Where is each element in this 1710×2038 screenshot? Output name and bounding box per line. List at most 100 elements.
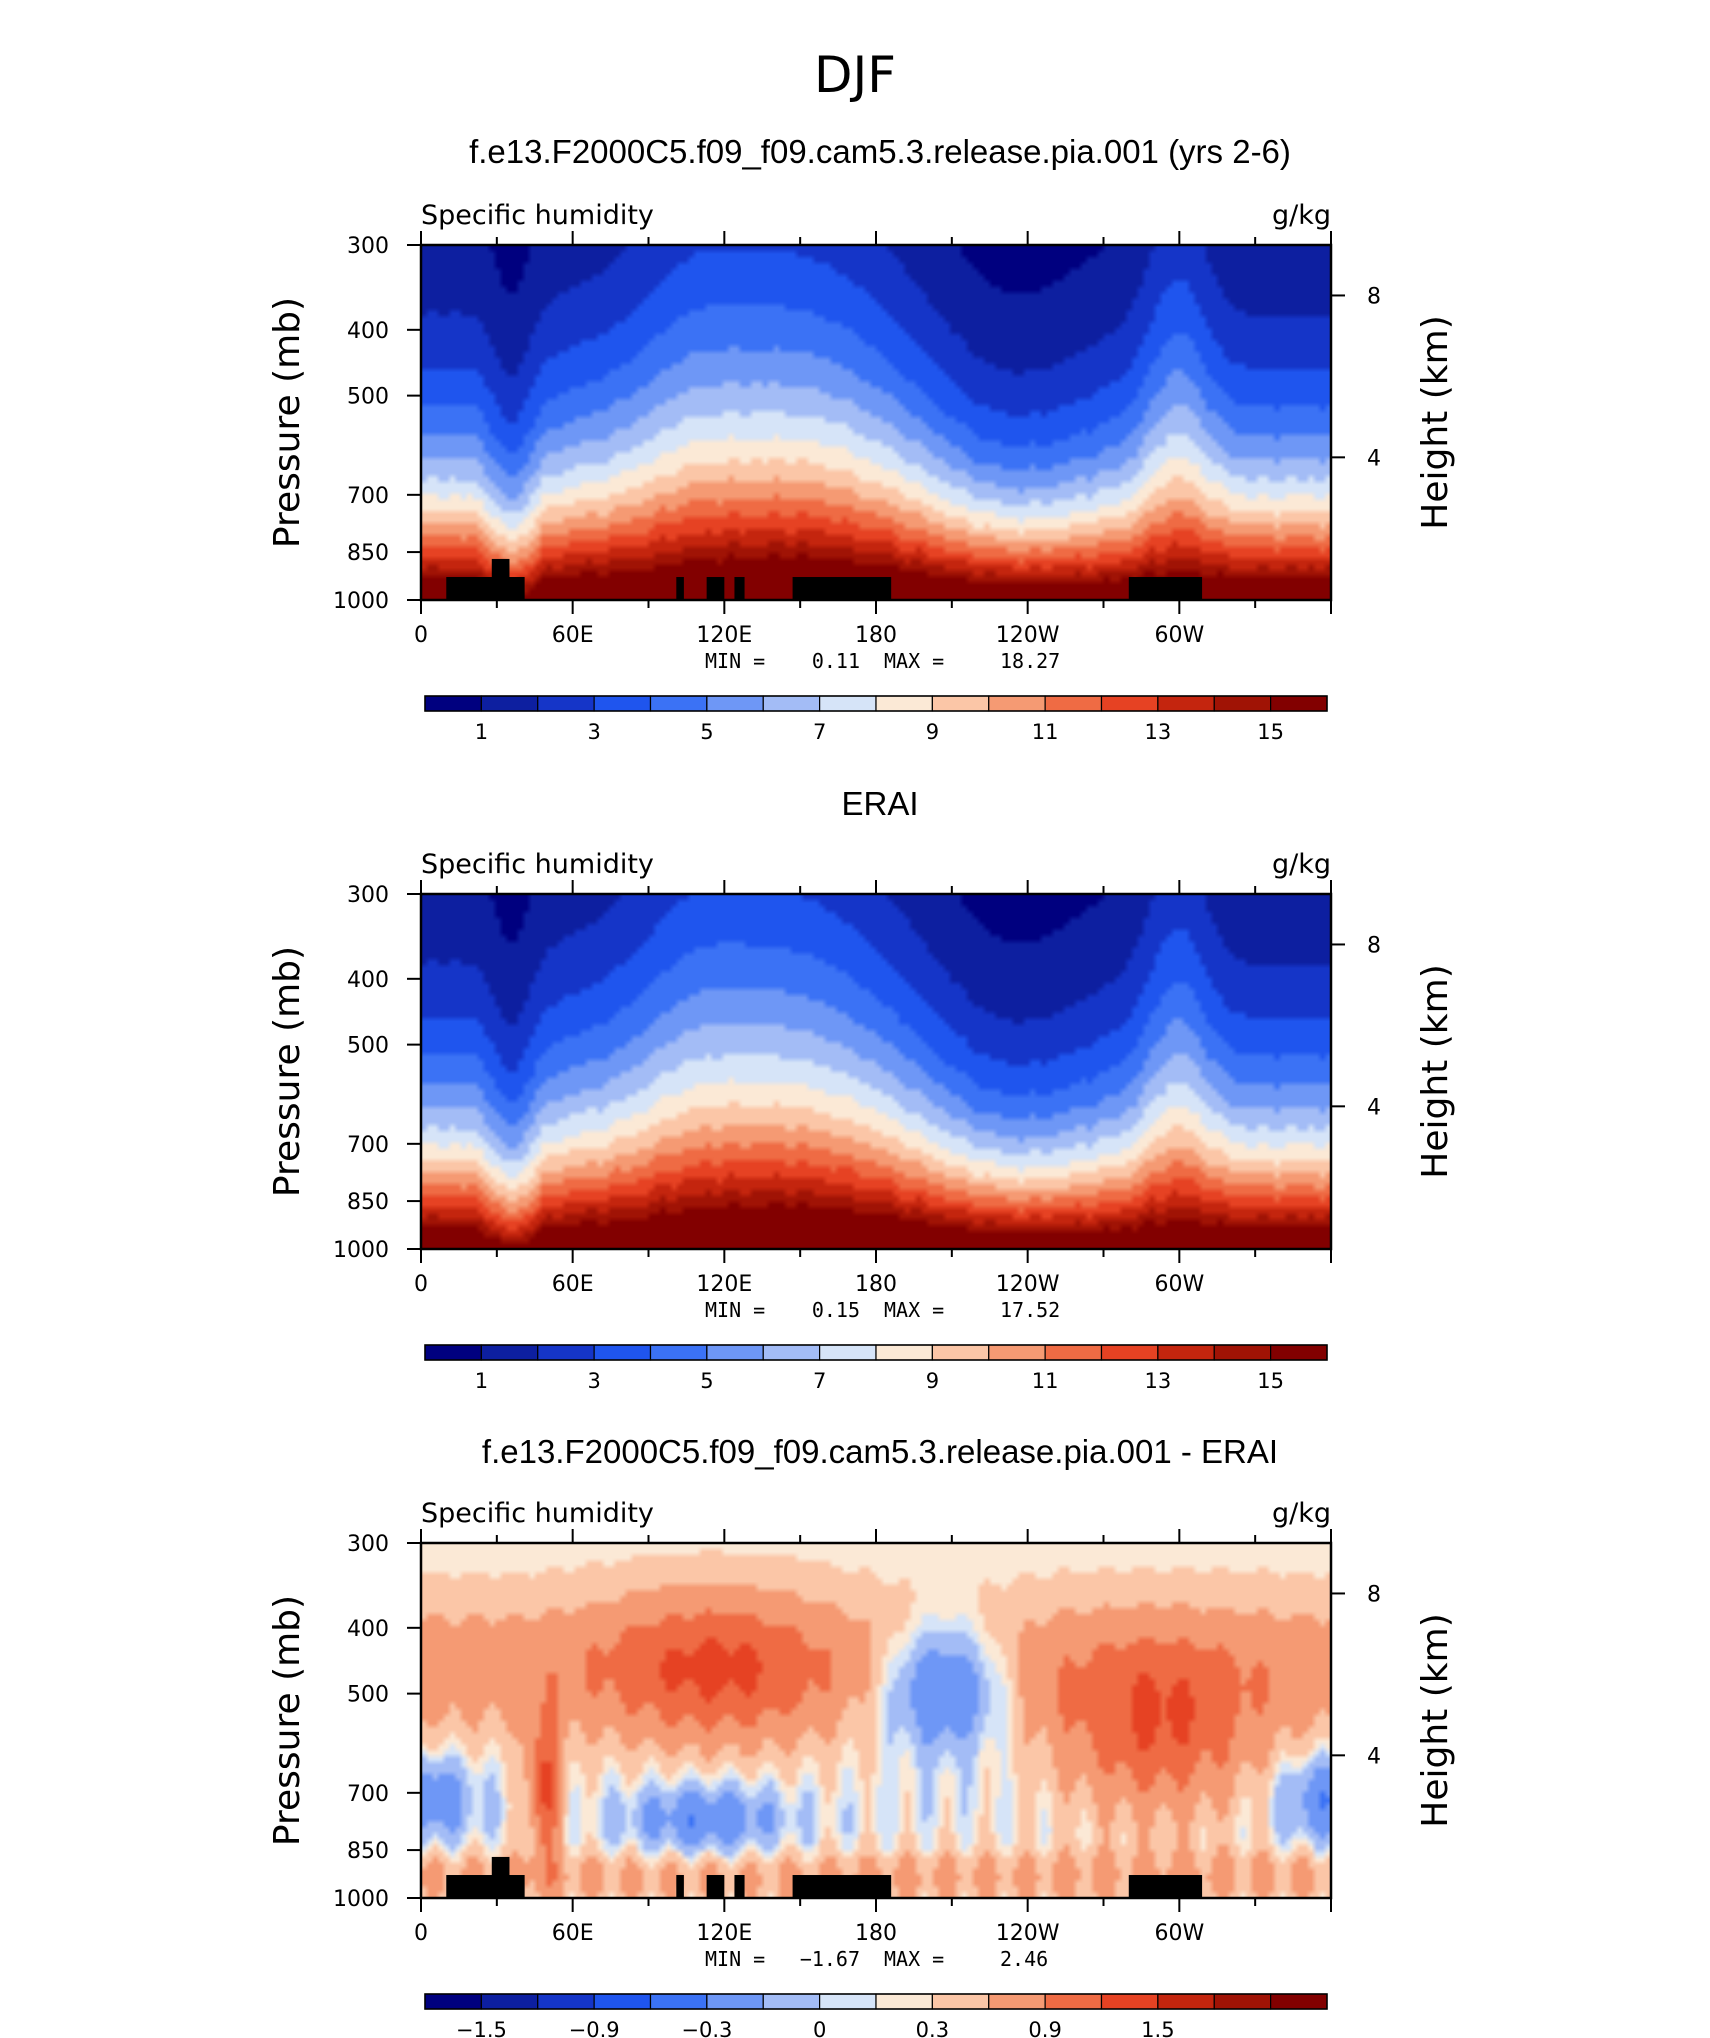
y-tick-label: 300 (347, 234, 389, 259)
topography-mask (706, 1875, 725, 1898)
colorbar-label: 1 (475, 1369, 488, 1393)
colorbar-swatch (1157, 1344, 1215, 1361)
colorbar-label: 9 (926, 1369, 939, 1393)
min-value: −1.67 (800, 1947, 860, 1971)
topography-mask (706, 577, 725, 600)
min-value: 0.15 (812, 1298, 860, 1322)
topography-mask (734, 1875, 745, 1898)
colorbar-swatch (819, 1993, 877, 2010)
y-tick-label: 850 (347, 1839, 389, 1864)
x-tick-label: 60W (1154, 623, 1204, 648)
contour-field (421, 1543, 1331, 1898)
colorbar-swatch (931, 695, 990, 712)
colorbar-swatch (537, 695, 595, 712)
max-label: MAX = (884, 1298, 944, 1322)
y-tick-label: 300 (347, 1532, 389, 1557)
y2-tick-label: 4 (1367, 446, 1381, 471)
colorbar-label: 3 (587, 720, 600, 744)
colorbar-swatch (649, 1993, 708, 2010)
x-tick-label: 120E (696, 1272, 752, 1297)
colorbar-label: −0.9 (569, 2018, 620, 2038)
panel-title: ERAI (841, 785, 918, 822)
colorbar-swatch (537, 1993, 595, 2010)
colorbar-label: 15 (1257, 1369, 1284, 1393)
colorbar-swatch (1044, 695, 1103, 712)
colorbar-label: 7 (813, 720, 826, 744)
topography-mask (676, 577, 684, 600)
colorbar-swatch (480, 1344, 539, 1361)
colorbar-swatch (1044, 1344, 1103, 1361)
colorbar-swatch (1270, 1993, 1328, 2010)
min-label: MIN = (705, 1947, 765, 1971)
panel-title: f.e13.F2000C5.f09_f09.cam5.3.release.pia… (469, 133, 1291, 170)
y-tick-label: 1000 (333, 1238, 389, 1263)
colorbar-label: 11 (1032, 1369, 1059, 1393)
x-tick-label: 120W (996, 1272, 1060, 1297)
colorbar-swatch (875, 1993, 933, 2010)
colorbar-swatch (593, 1344, 652, 1361)
chart-panel-2: ERAI Specific humidity g/kg 0 60E 120E 180 120W… (267, 785, 1456, 1393)
x-tick-label: 180 (855, 623, 897, 648)
colorbar-label: 13 (1145, 1369, 1172, 1393)
chart-panel-3: f.e13.F2000C5.f09_f09.cam5.3.release.pia… (267, 1433, 1456, 2038)
colorbar-swatch (1213, 1993, 1272, 2010)
units-label: g/kg (1272, 200, 1331, 231)
x-tick-label: 180 (855, 1272, 897, 1297)
colorbar-swatch (1100, 1993, 1159, 2010)
topography-mask (446, 577, 525, 600)
colorbar-swatch (875, 1344, 933, 1361)
y-tick-label: 1000 (333, 1887, 389, 1912)
y2-tick-label: 4 (1367, 1744, 1381, 1769)
colorbar-swatch (537, 1344, 595, 1361)
colorbar-label: 5 (700, 720, 713, 744)
x-tick-label: 0 (414, 623, 428, 648)
colorbar-swatch (988, 1344, 1046, 1361)
colorbar-swatch (1100, 695, 1159, 712)
y2-tick-label: 8 (1367, 933, 1381, 958)
topography-mask (792, 577, 892, 600)
y-tick-label: 300 (347, 883, 389, 908)
y-tick-label: 400 (347, 1617, 389, 1642)
colorbar-swatch (706, 1344, 764, 1361)
colorbar-label: 5 (700, 1369, 713, 1393)
colorbar-frame (424, 695, 1328, 712)
colorbar-swatch (424, 1344, 482, 1361)
variable-name: Specific humidity (421, 849, 654, 880)
figure-title: DJF (814, 46, 896, 104)
topography-mask (676, 1875, 684, 1898)
colorbar-swatch (424, 695, 482, 712)
x-tick-label: 120E (696, 1921, 752, 1946)
topography-mask (1128, 577, 1203, 600)
topography-mask (491, 558, 510, 600)
units-label: g/kg (1272, 849, 1331, 880)
colorbar-swatch (1213, 695, 1272, 712)
chart-panel-1: f.e13.F2000C5.f09_f09.cam5.3.release.pia… (267, 133, 1456, 744)
colorbar-swatch (1157, 695, 1215, 712)
colorbar-swatch (931, 1993, 990, 2010)
x-tick-label: 0 (414, 1921, 428, 1946)
x-tick-label: 60E (552, 623, 594, 648)
colorbar-swatch (1270, 695, 1328, 712)
y-tick-label: 700 (347, 1782, 389, 1807)
y-axis-title: Pressure (mb) (267, 297, 308, 548)
y-tick-label: 400 (347, 319, 389, 344)
colorbar-swatch (1100, 1344, 1159, 1361)
colorbar-swatch (480, 1993, 539, 2010)
min-value: 0.11 (812, 649, 860, 673)
y-tick-label: 850 (347, 1190, 389, 1215)
y-tick-label: 500 (347, 1034, 389, 1059)
colorbar-swatch (1270, 1344, 1328, 1361)
colorbar-swatch (649, 695, 708, 712)
colorbar-swatch (875, 695, 933, 712)
y-tick-label: 400 (347, 968, 389, 993)
topography-mask (1128, 1875, 1203, 1898)
colorbar-swatch (988, 1993, 1046, 2010)
colorbar-swatch (593, 695, 652, 712)
colorbar-label: 7 (813, 1369, 826, 1393)
max-value: 17.52 (1000, 1298, 1060, 1322)
y2-axis-title: Height (km) (1415, 315, 1456, 529)
units-label: g/kg (1272, 1498, 1331, 1529)
x-tick-label: 60E (552, 1921, 594, 1946)
colorbar-label: 0 (813, 2018, 826, 2038)
contour-field (421, 245, 1331, 600)
